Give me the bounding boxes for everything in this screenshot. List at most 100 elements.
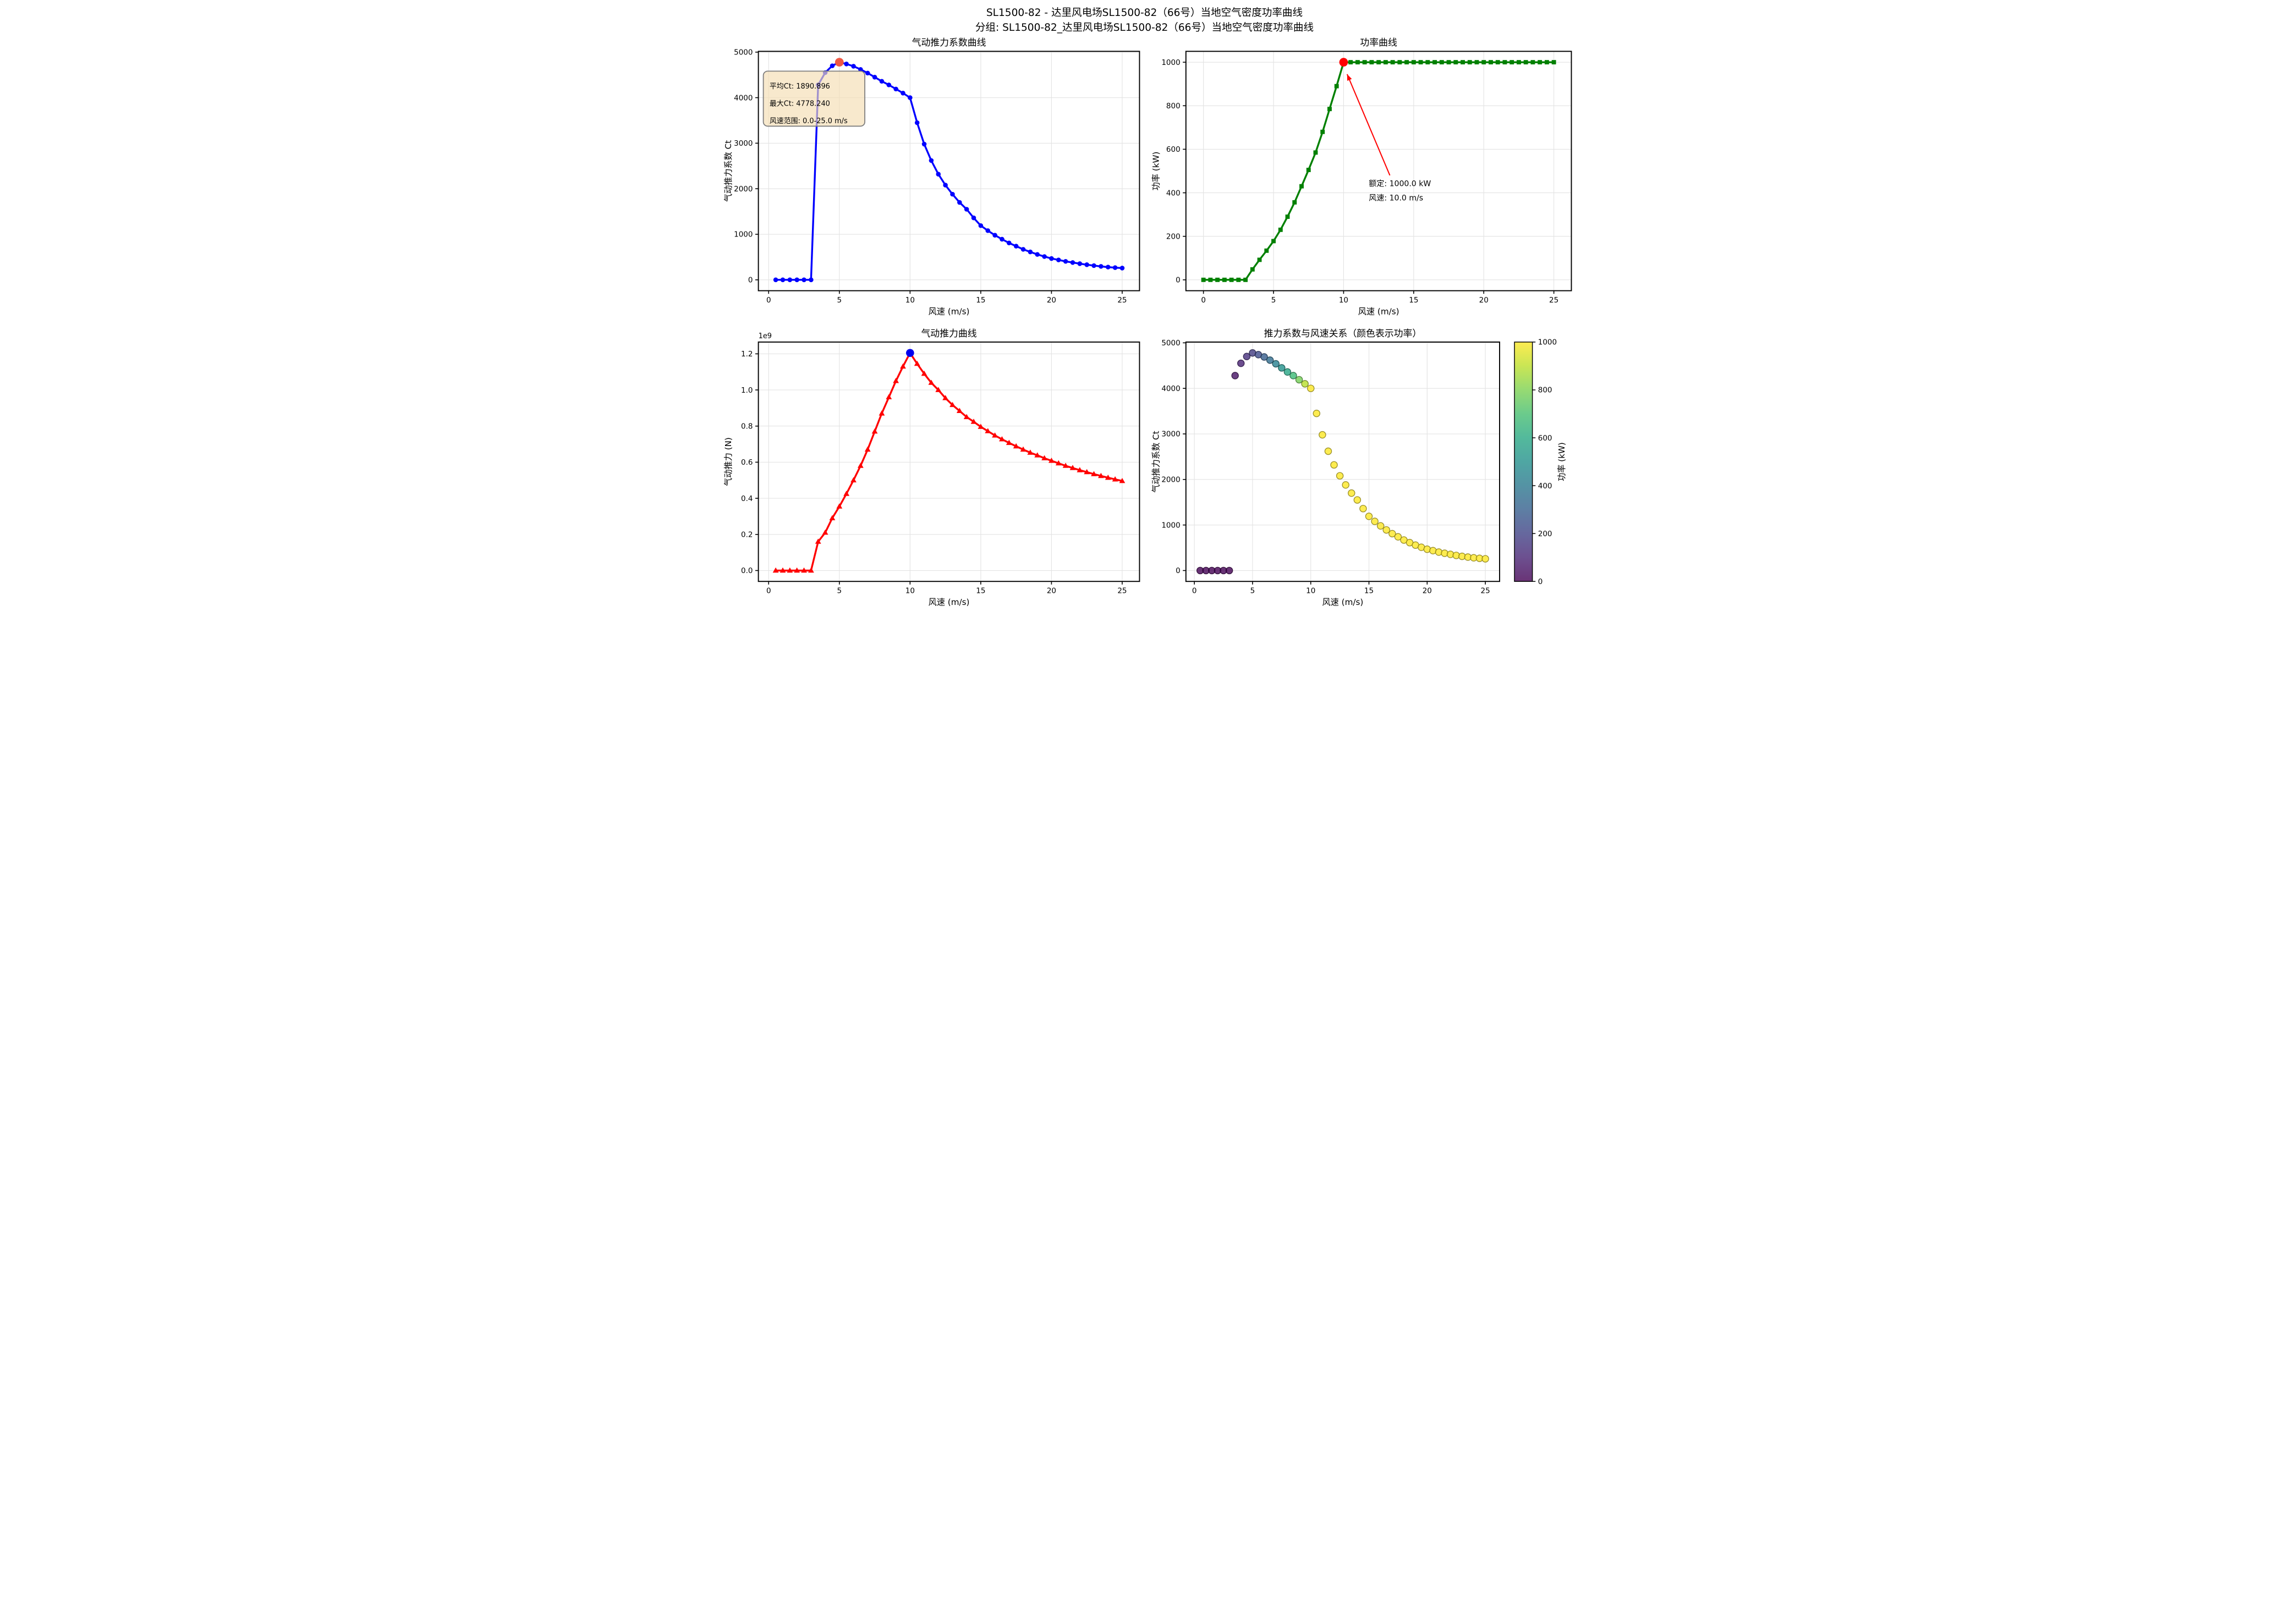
chart-power-curve: 额定: 1000.0 kW 风速: 10.0 m/s 0 5 10 15 20 25 0 200 4… [1151, 37, 1572, 316]
svg-text:10: 10 [1338, 296, 1348, 305]
colorbar-tick: 800 [1538, 386, 1552, 395]
colorbar-tick: 200 [1538, 530, 1552, 538]
colorbar-tick: 1000 [1538, 338, 1556, 347]
y-axis-label: 气动推力系数 Ct [1151, 431, 1161, 492]
tooltip-line: 平均Ct: 1890.896 [769, 82, 830, 91]
svg-text:4000: 4000 [1161, 384, 1180, 393]
svg-text:25: 25 [1549, 296, 1558, 305]
svg-text:20: 20 [1046, 587, 1056, 596]
colorbar-tick: 0 [1538, 577, 1543, 586]
svg-text:15: 15 [976, 296, 985, 305]
svg-text:1000: 1000 [1161, 58, 1180, 67]
chart-title: 推力系数与风速关系（颜色表示功率） [1264, 328, 1421, 339]
tick-labels: 0 5 10 15 20 25 0 1000 2000 3000 4000 5000 [734, 48, 1127, 305]
axis-offset-label: 1e9 [758, 332, 771, 340]
figure-title: SL1500-82 - 达里风电场SL1500-82（66号）当地空气密度功率曲… [986, 7, 1302, 19]
highlight-dot [835, 58, 844, 67]
tick-labels: 0 5 10 15 20 25 0.0 0.2 0.4 0.6 0.8 1.0 1.2 [741, 350, 1127, 595]
svg-text:1000: 1000 [734, 230, 753, 239]
tick-labels: 0 5 10 15 20 25 0 200 400 600 800 1000 [1161, 58, 1558, 305]
svg-text:0: 0 [1176, 276, 1181, 285]
colorbar-tick: 400 [1538, 482, 1552, 491]
gridlines [1185, 342, 1500, 582]
annotation-line: 风速: 10.0 m/s [1369, 194, 1423, 203]
svg-text:10: 10 [905, 587, 914, 596]
svg-text:0.6: 0.6 [741, 458, 753, 467]
figure: SL1500-82 - 达里风电场SL1500-82（66号）当地空气密度功率曲… [715, 0, 1574, 609]
x-axis-label: 风速 (m/s) [1322, 597, 1363, 607]
svg-text:5: 5 [1271, 296, 1276, 305]
axes-spines [1185, 51, 1572, 291]
colorbar-tick: 600 [1538, 434, 1552, 443]
figure-canvas: SL1500-82 - 达里风电场SL1500-82（66号）当地空气密度功率曲… [715, 0, 1574, 609]
svg-text:1000: 1000 [1161, 521, 1180, 530]
series-markers [773, 59, 1124, 283]
annotation-line: 额定: 1000.0 kW [1369, 180, 1431, 189]
figure-subtitle: 分组: SL1500-82_达里风电场SL1500-82（66号）当地空气密度功… [975, 22, 1313, 34]
svg-text:1.0: 1.0 [741, 386, 753, 395]
svg-text:20: 20 [1479, 296, 1488, 305]
svg-text:0: 0 [1201, 296, 1206, 305]
svg-text:0.4: 0.4 [741, 494, 753, 503]
svg-text:15: 15 [976, 587, 985, 596]
svg-text:15: 15 [1409, 296, 1418, 305]
rated-annotation: 额定: 1000.0 kW 风速: 10.0 m/s [1346, 74, 1431, 203]
highlight-dot [1339, 58, 1348, 67]
highlight-dot [905, 349, 914, 357]
chart-title: 功率曲线 [1360, 37, 1397, 48]
axes-spines [757, 342, 1140, 582]
x-axis-label: 风速 (m/s) [1358, 306, 1399, 316]
gridlines [758, 342, 1139, 582]
colorbar-label: 功率 (kW) [1557, 442, 1567, 481]
svg-text:0.0: 0.0 [741, 566, 753, 575]
gridlines [1185, 51, 1571, 291]
chart-title: 气动推力系数曲线 [912, 37, 986, 48]
svg-text:5000: 5000 [1161, 339, 1180, 348]
colorbar: 0 200 400 600 800 1000 功率 (kW) [1513, 338, 1567, 586]
scatter-points [1196, 349, 1489, 575]
svg-text:200: 200 [1166, 232, 1180, 241]
chart-ct-vs-windspeed-scatter: 0 5 10 15 20 25 0 1000 2000 3000 4000 5000 风速 (m/s) 气… [1151, 328, 1500, 607]
svg-text:20: 20 [1046, 296, 1056, 305]
axes-spines [757, 51, 1140, 291]
svg-text:5: 5 [837, 296, 842, 305]
x-axis-label: 风速 (m/s) [928, 597, 969, 607]
svg-text:0: 0 [766, 296, 771, 305]
svg-text:3000: 3000 [734, 139, 753, 148]
y-axis-label: 气动推力 (N) [723, 437, 733, 486]
svg-text:2000: 2000 [734, 185, 753, 194]
svg-text:10: 10 [905, 296, 914, 305]
tick-labels: 0 5 10 15 20 25 0 1000 2000 3000 4000 5000 [1161, 339, 1490, 596]
svg-text:3000: 3000 [1161, 430, 1180, 439]
svg-text:0: 0 [1176, 566, 1181, 575]
charts-group: 平均Ct: 1890.896 最大Ct: 4778.240 风速范围: 0.0-25… [723, 37, 1572, 607]
svg-text:5: 5 [837, 587, 842, 596]
svg-text:4000: 4000 [734, 93, 753, 102]
svg-text:5: 5 [1250, 587, 1255, 596]
chart-thrust-curve: 1e9 0 5 10 15 20 25 0.0 0.2 0.4 0.6 0.8 1.0 1.2 风速 (m/… [723, 328, 1140, 607]
stats-tooltip: 平均Ct: 1890.896 最大Ct: 4778.240 风速范围: 0.0-25… [762, 70, 865, 127]
y-axis-label: 功率 (kW) [1151, 152, 1161, 191]
chart-title: 气动推力曲线 [921, 328, 976, 339]
chart-ct-coefficient-curve: 平均Ct: 1890.896 最大Ct: 4778.240 风速范围: 0.0-25… [723, 37, 1140, 316]
svg-text:2000: 2000 [1161, 476, 1180, 485]
svg-text:0: 0 [1192, 587, 1196, 596]
svg-text:0.8: 0.8 [741, 422, 753, 431]
svg-text:800: 800 [1166, 102, 1180, 111]
y-axis-label: 气动推力系数 Ct [723, 140, 733, 202]
svg-text:25: 25 [1480, 587, 1490, 596]
svg-text:600: 600 [1166, 145, 1180, 154]
tooltip-line: 风速范围: 0.0-25.0 m/s [769, 117, 847, 125]
tooltip-line: 最大Ct: 4778.240 [769, 100, 830, 108]
svg-text:25: 25 [1117, 296, 1127, 305]
x-axis-label: 风速 (m/s) [928, 306, 969, 316]
svg-text:0.2: 0.2 [741, 530, 753, 539]
series-markers [772, 350, 1125, 573]
svg-text:1.2: 1.2 [741, 350, 753, 359]
axes-spines [1185, 342, 1500, 582]
svg-text:0: 0 [748, 276, 753, 285]
svg-text:10: 10 [1306, 587, 1315, 596]
svg-text:20: 20 [1422, 587, 1431, 596]
svg-text:15: 15 [1364, 587, 1373, 596]
svg-text:400: 400 [1166, 189, 1180, 197]
